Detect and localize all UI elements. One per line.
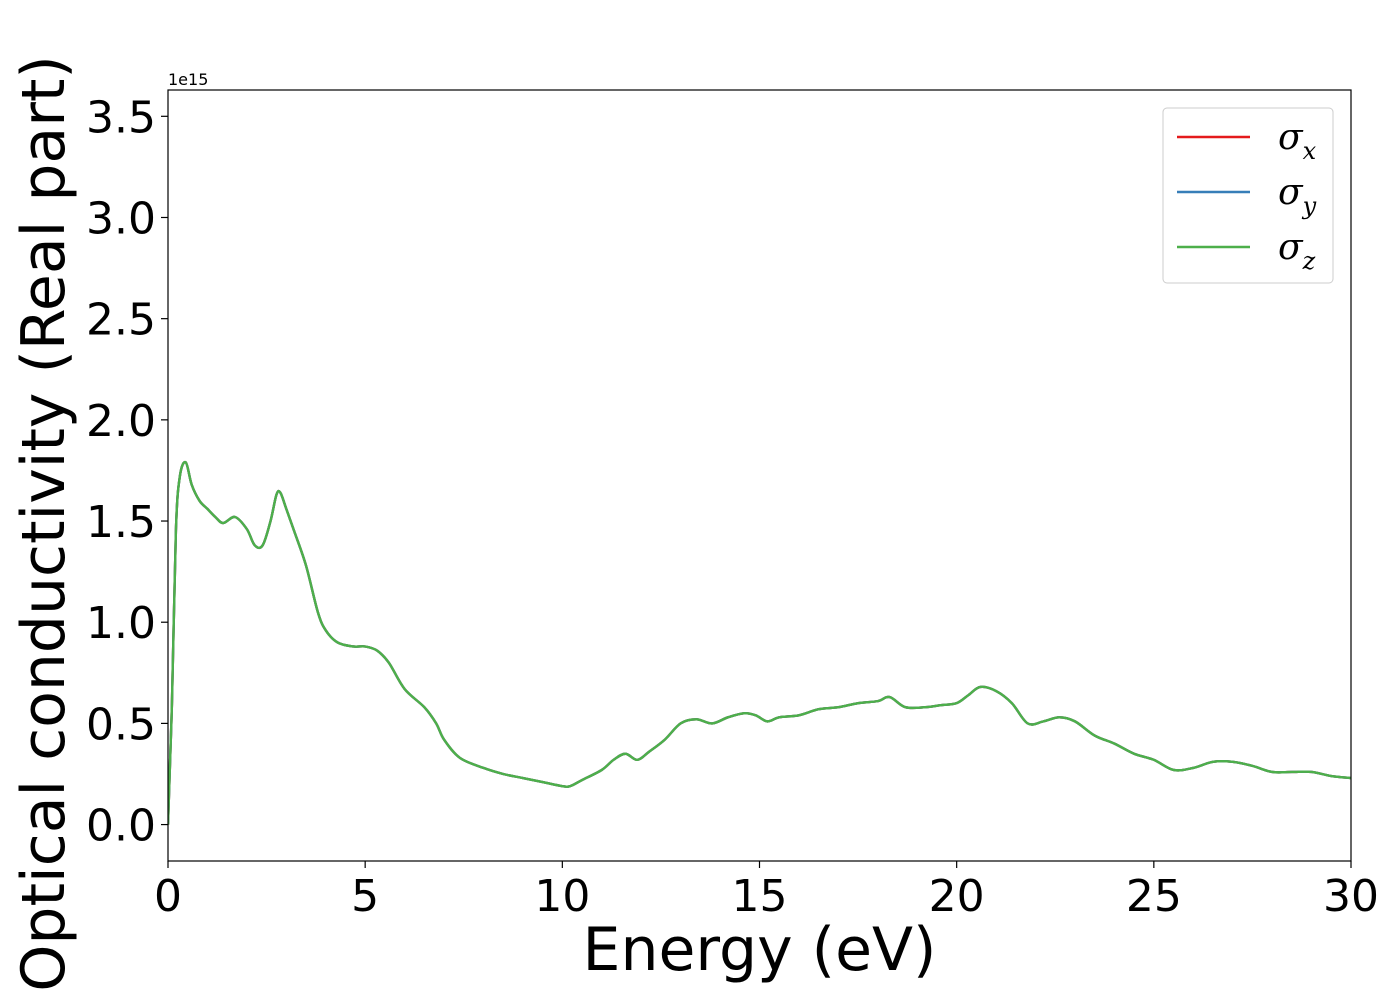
legend-box xyxy=(1162,107,1334,284)
y-axis-title: Optical conductivity (Real part) xyxy=(9,55,79,992)
y-tick-label: 2.0 xyxy=(86,396,156,447)
y-tick-label: 0.0 xyxy=(86,801,156,852)
x-axis-ticks: 0 5 10 15 20 25 30 xyxy=(154,861,1379,922)
x-tick-label: 25 xyxy=(1126,871,1182,922)
x-tick-label: 5 xyxy=(351,871,379,922)
x-tick-label: 10 xyxy=(534,871,590,922)
y-tick-label: 3.0 xyxy=(86,193,156,244)
x-axis-title: Energy (eV) xyxy=(583,915,937,985)
y-tick-label: 1.0 xyxy=(86,598,156,649)
series-line-z xyxy=(168,460,1351,825)
legend-label-x: σx xyxy=(1278,117,1317,165)
x-tick-label: 15 xyxy=(732,871,788,922)
y-axis-ticks: 0.0 0.5 1.0 1.5 2.0 2.5 3.0 3.5 xyxy=(86,92,168,852)
legend-label-y: σy xyxy=(1278,172,1317,220)
y-tick-label: 1.5 xyxy=(86,497,156,548)
legend: σx σy σz xyxy=(1162,107,1334,284)
y-tick-label: 2.5 xyxy=(86,295,156,346)
x-tick-label: 0 xyxy=(154,871,182,922)
x-tick-label: 20 xyxy=(929,871,985,922)
series-layer xyxy=(168,460,1351,825)
y-offset-text: 1e15 xyxy=(168,70,208,89)
x-tick-label: 30 xyxy=(1323,871,1379,922)
y-tick-label: 0.5 xyxy=(86,699,156,750)
y-tick-label: 3.5 xyxy=(86,92,156,143)
legend-label-z: σz xyxy=(1278,227,1316,275)
